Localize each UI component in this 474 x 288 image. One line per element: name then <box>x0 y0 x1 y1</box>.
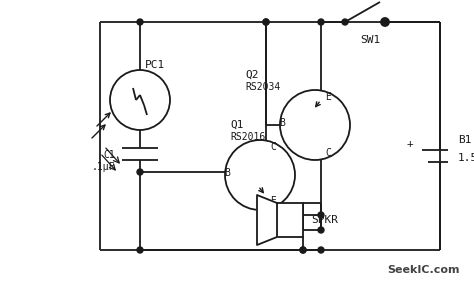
Text: B: B <box>224 168 230 178</box>
Circle shape <box>318 247 324 253</box>
Circle shape <box>137 247 143 253</box>
Bar <box>277 203 303 237</box>
Circle shape <box>342 19 348 25</box>
Circle shape <box>280 90 350 160</box>
Text: .1μF: .1μF <box>91 162 115 172</box>
Circle shape <box>300 247 306 253</box>
Text: C1: C1 <box>103 150 115 160</box>
Text: B: B <box>279 118 285 128</box>
Text: Q2: Q2 <box>245 70 258 80</box>
Text: PC1: PC1 <box>145 60 165 70</box>
Text: SW1: SW1 <box>360 35 380 45</box>
Circle shape <box>137 169 143 175</box>
Text: E: E <box>325 92 331 102</box>
Circle shape <box>300 247 306 253</box>
Text: E: E <box>270 196 276 206</box>
Circle shape <box>318 19 324 25</box>
Text: B1: B1 <box>458 135 472 145</box>
Text: RS2034: RS2034 <box>245 82 280 92</box>
Text: C: C <box>270 142 276 152</box>
Circle shape <box>263 19 269 25</box>
Circle shape <box>382 19 388 25</box>
Text: Q1: Q1 <box>230 120 244 130</box>
Text: +: + <box>407 139 413 149</box>
Polygon shape <box>257 195 277 245</box>
Text: SPKR: SPKR <box>311 215 338 225</box>
Text: SeekIC.com: SeekIC.com <box>388 265 460 275</box>
Text: RS2016: RS2016 <box>230 132 265 142</box>
Circle shape <box>318 212 324 218</box>
Circle shape <box>263 19 269 25</box>
Circle shape <box>137 19 143 25</box>
Circle shape <box>225 140 295 210</box>
Circle shape <box>318 227 324 233</box>
Text: C: C <box>325 148 331 158</box>
Text: 1.5V: 1.5V <box>458 153 474 163</box>
